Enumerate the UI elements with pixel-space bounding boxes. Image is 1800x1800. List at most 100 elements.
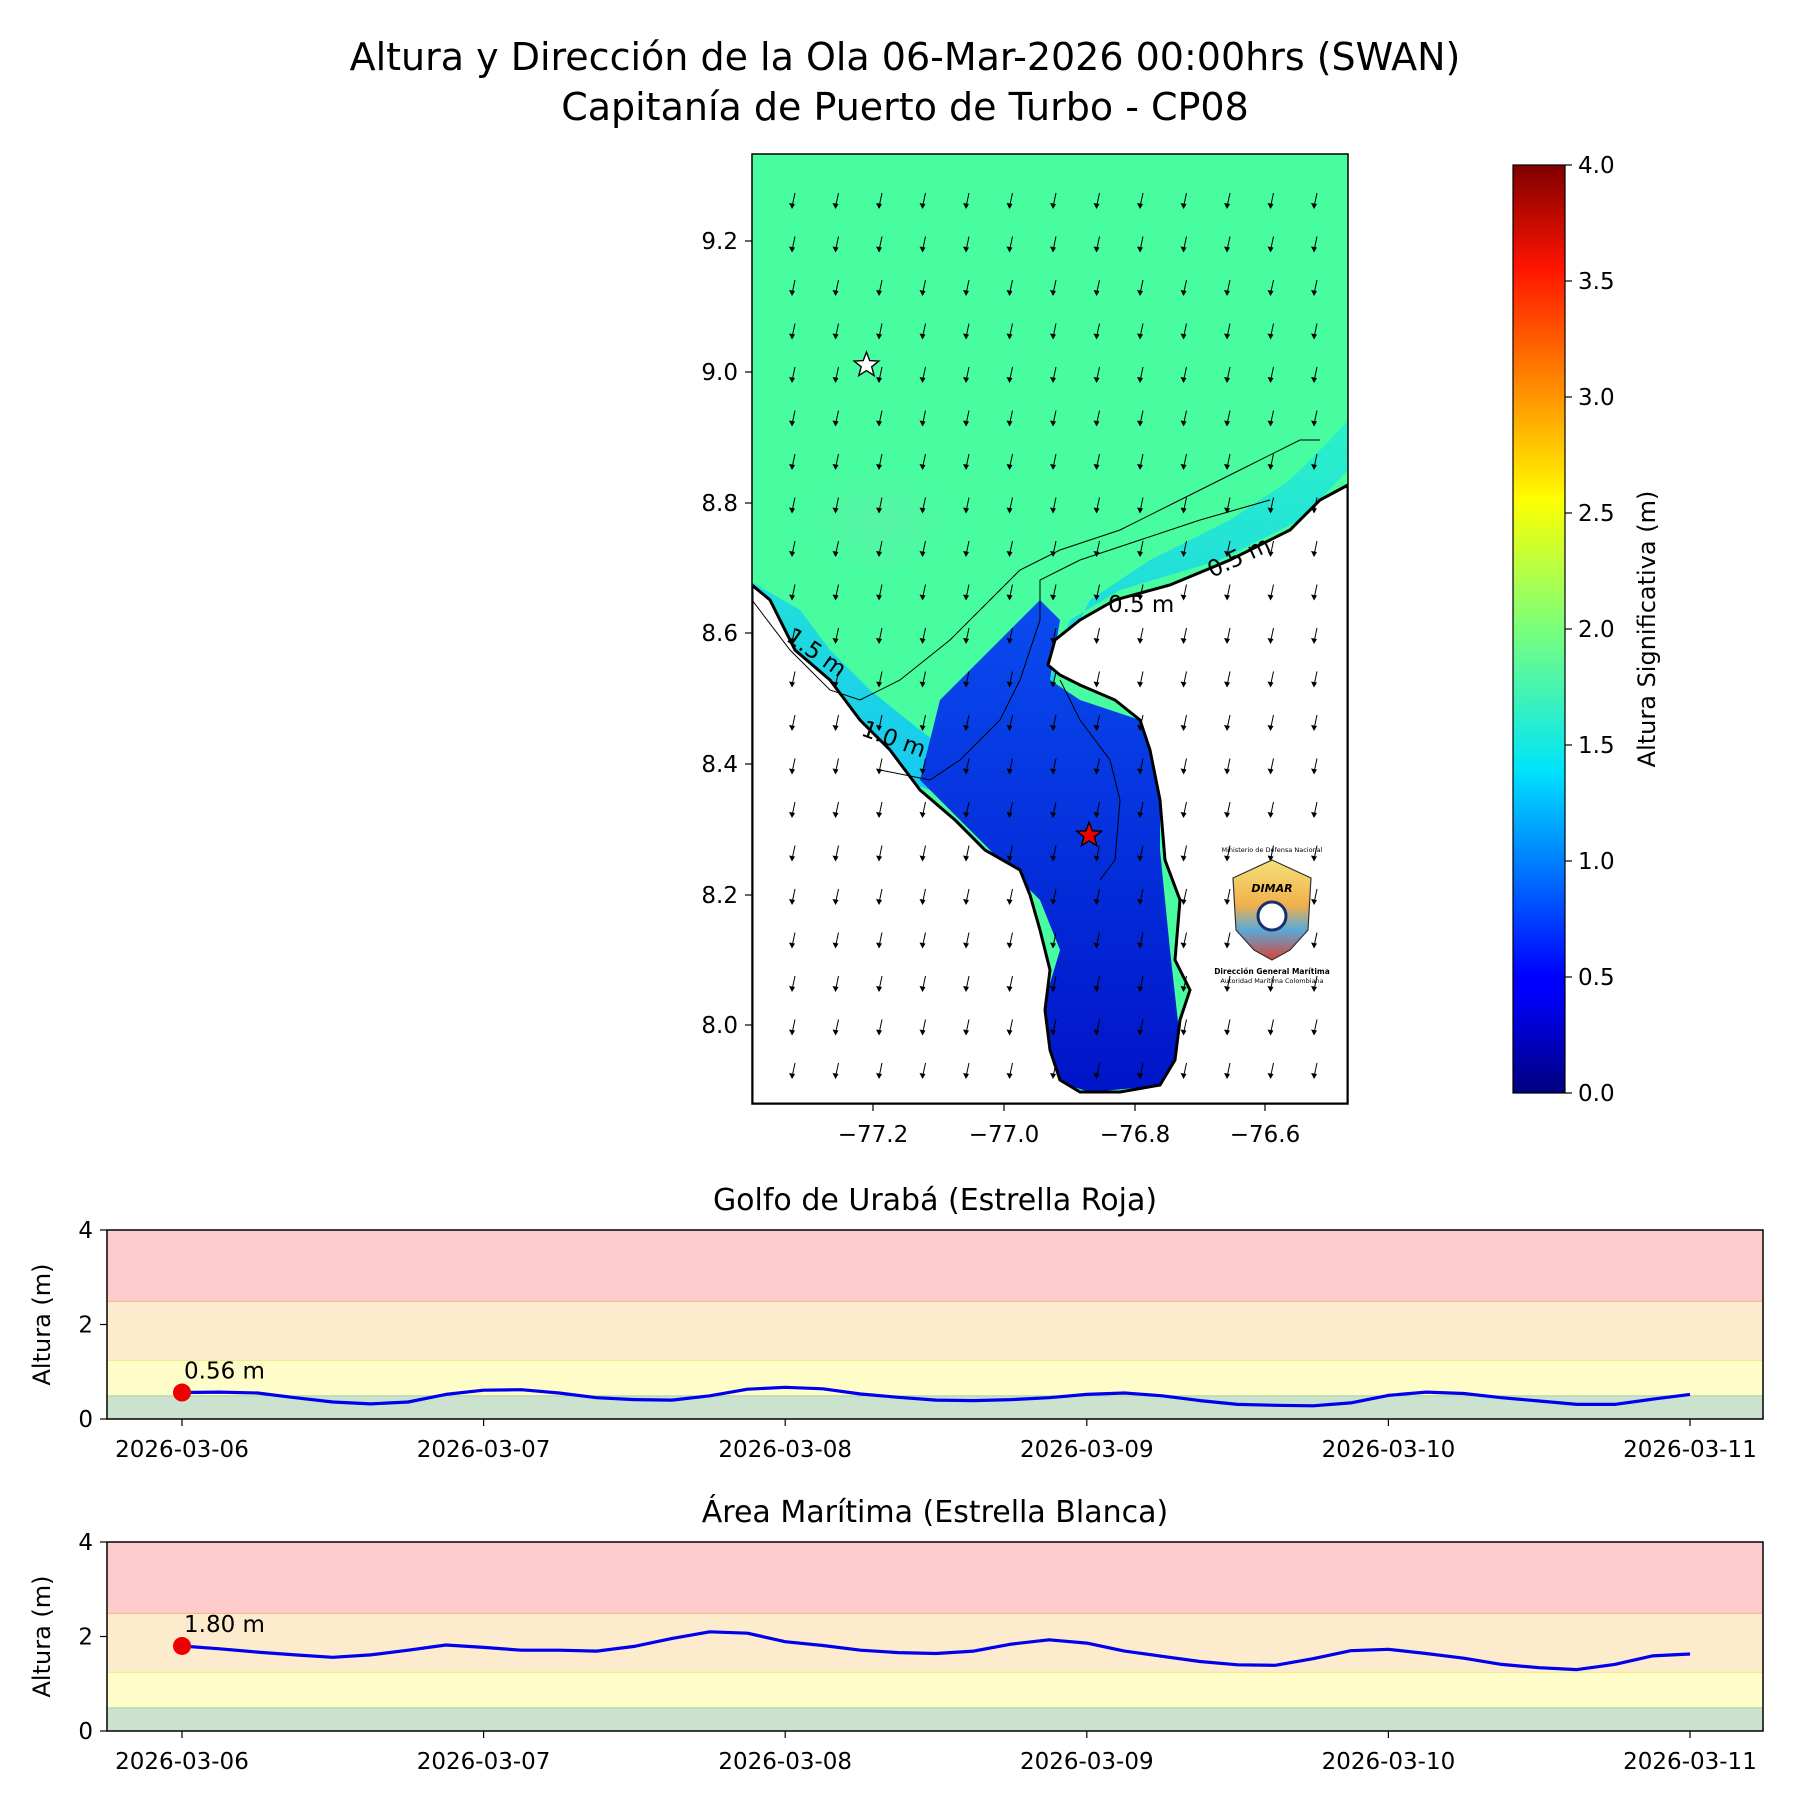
colorbar-tick: 4.0 [1578,153,1615,179]
wave-arrow [1093,758,1100,775]
wave-arrow [876,366,883,383]
logo-ministry-text: Ministerio de Defensa Nacional [1222,846,1323,854]
wave-arrow [1137,453,1144,470]
wave-arrow [1050,627,1057,644]
wave-arrow [1093,584,1100,601]
map-x-tick: −76.6 [1230,1122,1300,1148]
shallow-patch [800,465,960,575]
wave-arrow [789,366,796,383]
wave-arrow [1006,279,1013,296]
wave-arrow [1050,410,1057,427]
wave-arrow [1050,323,1057,340]
colorbar-tick: 3.0 [1578,385,1615,411]
wave-arrow [919,453,926,470]
wave-arrow [1093,192,1100,209]
wave-arrow [1180,584,1187,601]
wave-arrow [1311,801,1318,818]
wave-arrow [919,888,926,905]
wave-arrow [1311,279,1318,296]
wave-arrow [1224,801,1231,818]
wave-arrow [789,1062,796,1079]
ts-x-tick: 2026-03-11 [1623,1749,1757,1775]
wave-arrow [876,801,883,818]
wave-arrow [1311,323,1318,340]
map-y-axis: 9.2 9.0 8.8 8.6 8.4 8.2 8.0 [701,229,752,1039]
wave-arrow [789,975,796,992]
wave-arrow [1180,671,1187,688]
wave-arrow [1050,453,1057,470]
wave-arrow [1006,758,1013,775]
ts-current-marker [173,1636,191,1655]
ts-y-tick: 0 [78,1407,93,1433]
wave-arrow [1180,279,1187,296]
wave-arrow [1137,758,1144,775]
wave-arrow [919,540,926,557]
wave-arrow [1267,410,1274,427]
wave-arrow [1180,323,1187,340]
wave-arrow [1311,584,1318,601]
ts-x-tick: 2026-03-09 [1020,1437,1154,1463]
wave-arrow [1267,540,1274,557]
map-y-tick: 8.0 [701,1013,738,1039]
wave-arrow [832,453,839,470]
wave-arrow [919,279,926,296]
wave-arrow [1050,366,1057,383]
wave-arrow [1006,845,1013,862]
wave-arrow [832,584,839,601]
wave-arrow [1006,410,1013,427]
wave-arrow [1224,932,1231,949]
wave-arrow [789,801,796,818]
ts-ylabel: Altura (m) [28,1575,56,1697]
ts-x-tick: 2026-03-06 [115,1749,249,1775]
wave-arrow [1006,714,1013,731]
colorbar-tick: 2.0 [1578,617,1615,643]
wave-arrow [919,1019,926,1036]
wave-arrow [876,845,883,862]
wave-arrow [1311,888,1318,905]
wave-arrow [789,1019,796,1036]
map-frame [751,153,1349,1105]
wave-arrow [1180,453,1187,470]
alert-band [107,1300,1763,1360]
wave-arrow [919,801,926,818]
wave-arrow [1180,540,1187,557]
wave-arrow [963,845,970,862]
colorbar-gradient [1512,164,1566,1094]
dimar-logo: Ministerio de Defensa Nacional DIMAR Dir… [1214,846,1330,985]
wave-arrow [1311,540,1318,557]
wave-arrow [1224,192,1231,209]
wave-arrow [876,627,883,644]
wave-arrow [1267,497,1274,514]
wave-arrow [876,192,883,209]
wave-arrow [1050,192,1057,209]
wave-arrow [832,410,839,427]
wave-arrow [919,932,926,949]
wave-arrow [876,410,883,427]
wave-arrow [1137,975,1144,992]
colorbar-tick: 1.5 [1578,733,1615,759]
wave-arrow [963,975,970,992]
colorbar-tick: 1.0 [1578,849,1615,875]
wave-arrow [963,1062,970,1079]
map-x-axis: −77.2 −77.0 −76.8 −76.6 [838,1104,1300,1148]
ts-x-tick: 2026-03-07 [417,1437,551,1463]
wave-arrow [789,323,796,340]
wave-arrow [832,192,839,209]
wave-map [752,154,1348,1104]
wave-arrow [1093,714,1100,731]
wave-arrow [832,714,839,731]
wave-arrow [789,584,796,601]
wave-arrow [1224,279,1231,296]
wave-arrow [1137,366,1144,383]
wave-arrow [963,801,970,818]
wave-arrow [1224,584,1231,601]
wave-arrow [1267,1019,1274,1036]
wave-arrow [1093,1019,1100,1036]
wave-arrow [963,627,970,644]
wave-arrow [832,323,839,340]
wave-arrow [963,453,970,470]
wave-arrow [832,932,839,949]
alert-band [107,1542,1763,1613]
wave-arrow [832,497,839,514]
